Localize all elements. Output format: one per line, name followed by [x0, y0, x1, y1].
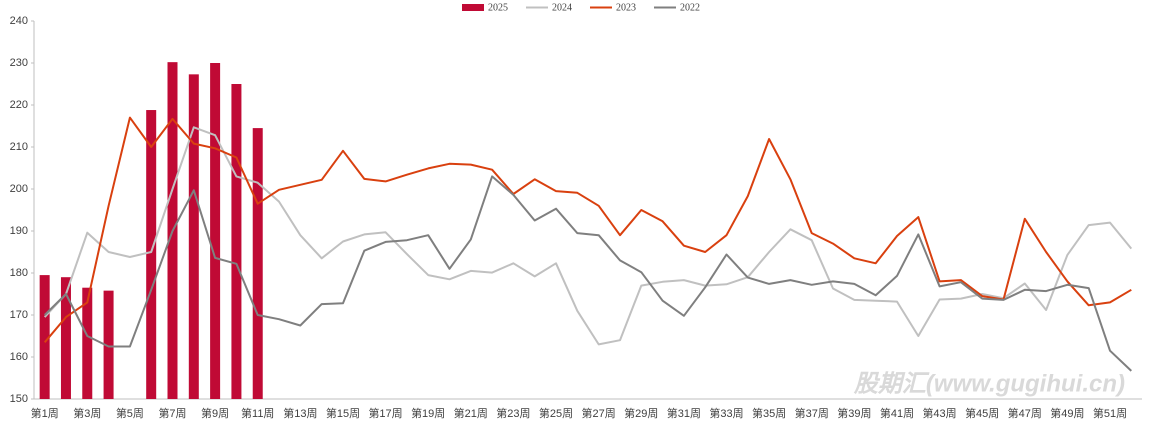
x-tick-label: 第27周	[582, 406, 616, 420]
legend-swatch	[462, 4, 484, 11]
x-tick-label: 第11周	[241, 406, 274, 420]
bar	[60, 277, 71, 399]
legend-label: 2024	[552, 2, 572, 13]
x-tick-label: 第43周	[922, 406, 956, 420]
x-tick-label: 第37周	[795, 406, 829, 420]
x-tick-label: 第5周	[116, 406, 144, 420]
y-tick-label: 190	[10, 225, 28, 237]
y-tick-label: 180	[10, 267, 28, 279]
bar	[231, 84, 242, 399]
x-tick-label: 第9周	[201, 406, 229, 420]
x-tick-label: 第31周	[667, 406, 701, 420]
bar	[103, 290, 114, 399]
x-tick-label: 第35周	[752, 406, 786, 420]
y-tick-label: 160	[10, 351, 28, 363]
x-tick-label: 第13周	[283, 406, 317, 420]
legend-label: 2025	[488, 2, 508, 13]
x-tick-label: 第49周	[1050, 406, 1084, 420]
bar	[188, 74, 199, 399]
x-tick-label: 第29周	[624, 406, 658, 420]
bar	[210, 63, 221, 399]
x-tick-label: 第1周	[31, 406, 59, 420]
x-tick-label: 第15周	[326, 406, 360, 420]
y-tick-label: 150	[10, 393, 28, 405]
line	[43, 126, 1133, 346]
x-tick-label: 第7周	[158, 406, 186, 420]
line	[43, 116, 1132, 343]
line	[43, 175, 1132, 372]
x-tick-label: 第23周	[496, 406, 530, 420]
y-tick-label: 210	[10, 141, 28, 153]
x-tick-label: 第51周	[1093, 406, 1127, 420]
x-tick-label: 第39周	[837, 406, 871, 420]
bar	[146, 110, 157, 399]
y-tick-label: 170	[10, 309, 28, 321]
bar	[39, 275, 50, 399]
x-tick-label: 第19周	[411, 406, 445, 420]
bar	[252, 128, 263, 399]
x-tick-label: 第33周	[709, 406, 743, 420]
x-tick-label: 第47周	[1008, 406, 1042, 420]
y-tick-label: 240	[10, 15, 28, 27]
x-tick-label: 第41周	[880, 406, 914, 420]
x-tick-label: 第45周	[965, 406, 999, 420]
x-tick-label: 第17周	[368, 406, 402, 420]
legend-label: 2022	[680, 2, 700, 13]
bar	[82, 287, 93, 399]
x-tick-label: 第3周	[73, 406, 101, 420]
y-tick-label: 200	[10, 183, 28, 195]
y-tick-label: 220	[10, 99, 28, 111]
y-tick-label: 230	[10, 57, 28, 69]
x-tick-label: 第25周	[539, 406, 573, 420]
legend-label: 2023	[616, 2, 636, 13]
x-tick-label: 第21周	[454, 406, 488, 420]
watermark: 股期汇(www.gugihui.cn)	[853, 370, 1125, 397]
